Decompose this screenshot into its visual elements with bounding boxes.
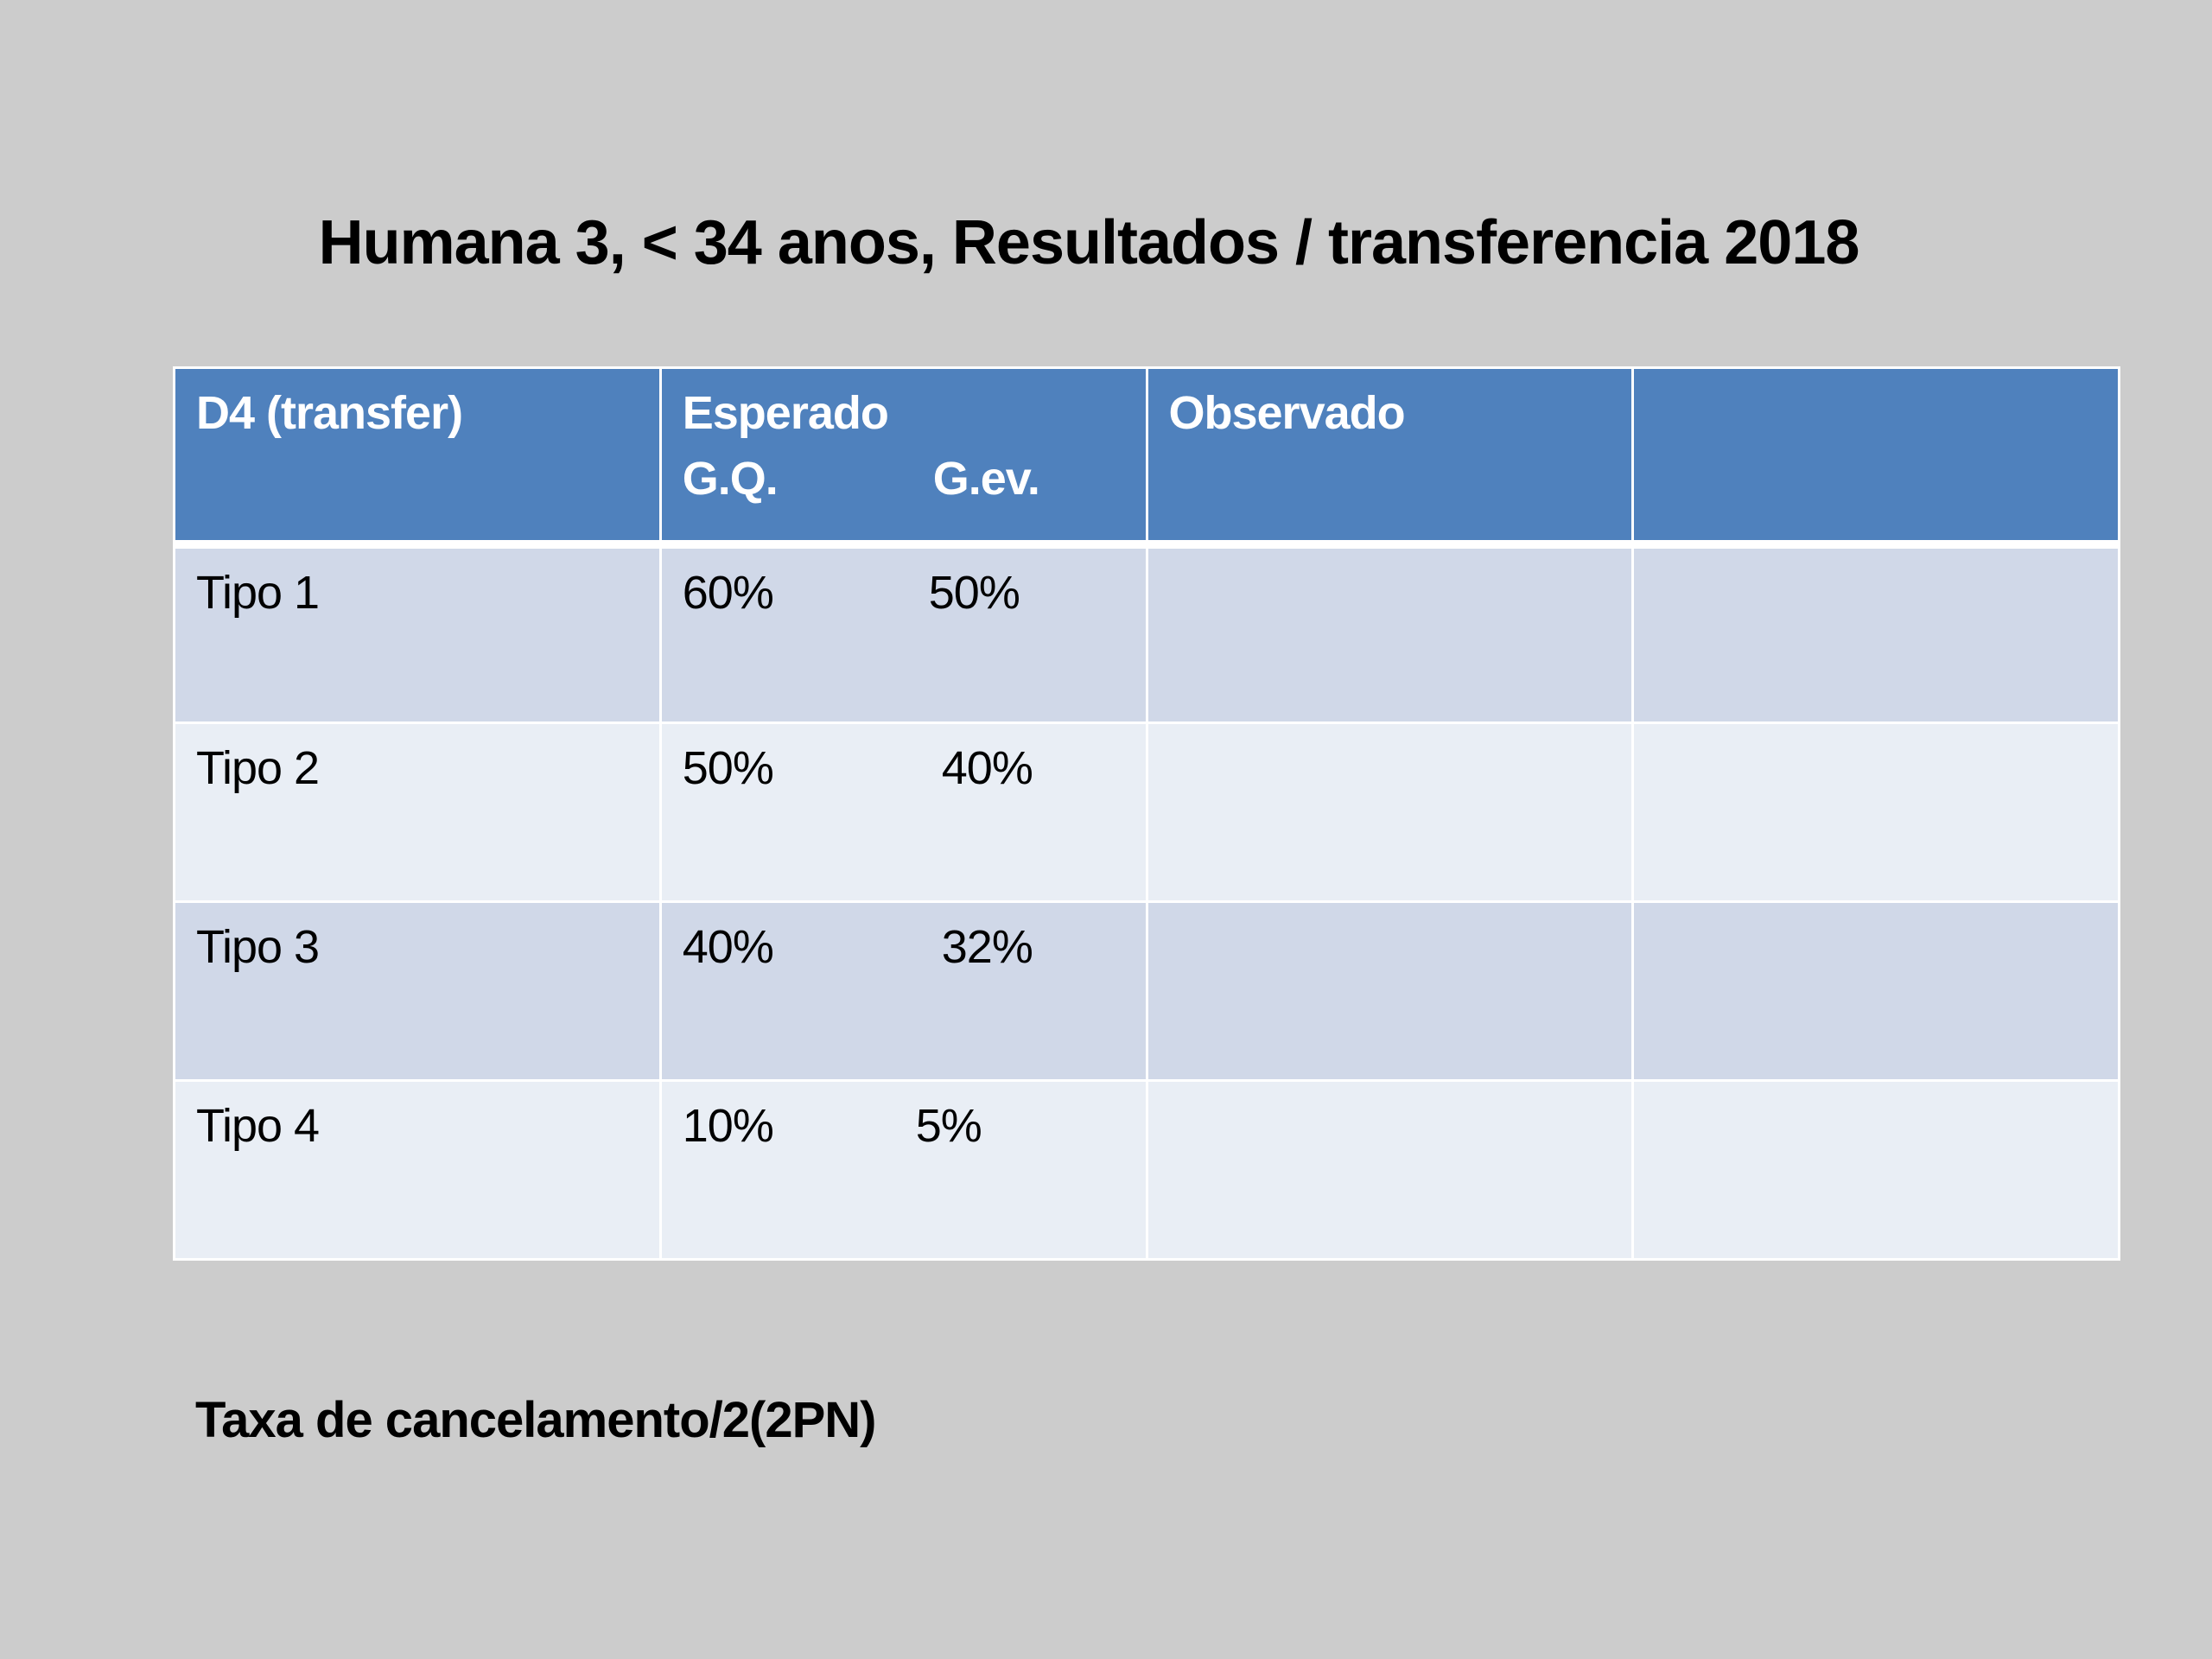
row-extra <box>1631 900 2120 1082</box>
row-esperado: 10% 5% <box>658 1079 1148 1261</box>
header-d4: D4 (transfer) <box>173 366 662 549</box>
gq-value: 40% <box>682 921 774 973</box>
results-table: D4 (transfer) Esperado G.Q. G.ev. Observ… <box>173 366 2120 1261</box>
row-observado <box>1145 1079 1635 1261</box>
table-row: Tipo 1 60% 50% <box>173 543 2120 724</box>
gev-value: 5% <box>915 1100 982 1152</box>
table-row: Tipo 4 10% 5% <box>173 1079 2120 1261</box>
row-esperado: 60% 50% <box>658 543 1148 724</box>
header-esperado-subheaders: G.Q. G.ev. <box>683 452 1125 505</box>
table-header-row: D4 (transfer) Esperado G.Q. G.ev. Observ… <box>173 366 2120 549</box>
gev-value: 40% <box>941 742 1033 794</box>
gq-value: 50% <box>682 742 774 794</box>
gq-value: 60% <box>682 566 774 619</box>
row-extra <box>1631 543 2120 724</box>
slide-title: Humana 3, < 34 anos, Resultados / transf… <box>318 208 1860 277</box>
table-row: Tipo 2 50% 40% <box>173 721 2120 903</box>
row-observado <box>1145 543 1635 724</box>
row-label: Tipo 3 <box>173 900 662 1082</box>
header-gev: G.ev. <box>932 453 1040 505</box>
row-label: Tipo 2 <box>173 721 662 903</box>
gq-value: 10% <box>682 1100 774 1152</box>
header-empty <box>1631 366 2120 549</box>
gev-value: 50% <box>928 566 1020 619</box>
row-label: Tipo 1 <box>173 543 662 724</box>
row-extra <box>1631 721 2120 903</box>
row-observado <box>1145 900 1635 1082</box>
header-esperado-label: Esperado <box>682 387 889 439</box>
header-esperado: Esperado G.Q. G.ev. <box>658 366 1148 549</box>
gev-value: 32% <box>941 921 1033 973</box>
header-observado: Observado <box>1145 366 1635 549</box>
footer-note: Taxa de cancelamento/2(2PN) <box>195 1392 876 1448</box>
row-extra <box>1631 1079 2120 1261</box>
row-esperado: 40% 32% <box>658 900 1148 1082</box>
row-label: Tipo 4 <box>173 1079 662 1261</box>
table-row: Tipo 3 40% 32% <box>173 900 2120 1082</box>
header-gq: G.Q. <box>682 453 779 505</box>
row-observado <box>1145 721 1635 903</box>
row-esperado: 50% 40% <box>658 721 1148 903</box>
